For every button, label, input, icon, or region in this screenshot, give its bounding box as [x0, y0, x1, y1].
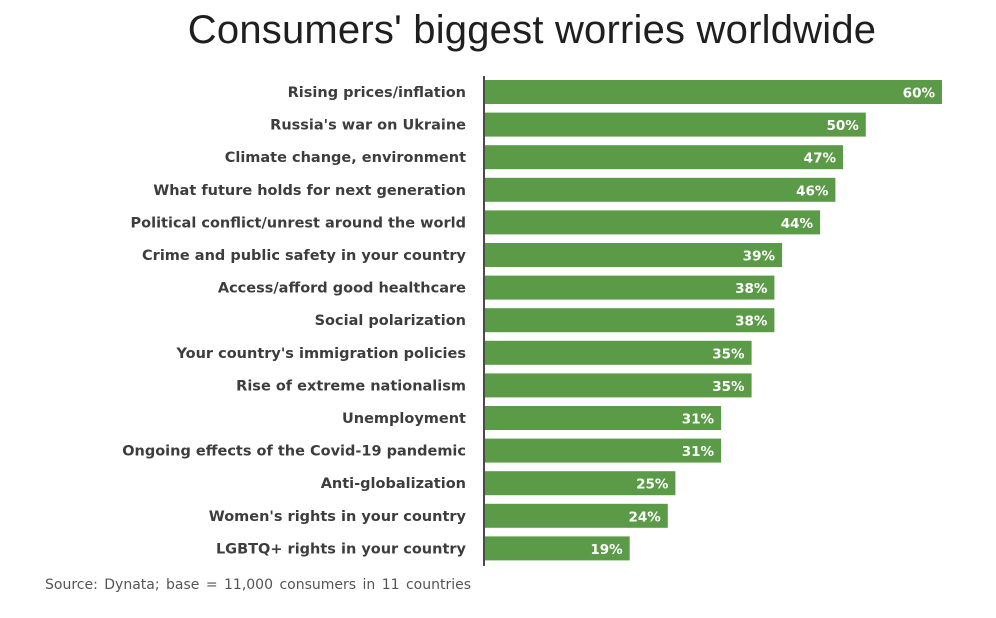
bar-value-label: 24%	[628, 509, 661, 525]
bar-value-label: 35%	[712, 379, 745, 395]
bar	[485, 80, 942, 104]
bar-value-label: 50%	[826, 118, 859, 134]
bar	[485, 503, 668, 528]
bar	[485, 177, 836, 202]
category-label: Climate change, environment	[225, 150, 466, 166]
category-label: Political conflict/unrest around the wor…	[131, 215, 466, 231]
bar-value-label: 25%	[636, 477, 669, 493]
bar	[485, 210, 821, 235]
bar	[485, 340, 752, 365]
bar-value-label: 60%	[903, 86, 936, 102]
bar	[485, 373, 752, 398]
bar-value-label: 31%	[682, 444, 715, 460]
bar-value-label: 31%	[682, 412, 715, 428]
category-label: Rising prices/inflation	[288, 85, 466, 101]
source-note: Source: Dynata; base = 11,000 consumers …	[45, 577, 472, 593]
category-label: What future holds for next generation	[153, 183, 466, 199]
bar	[485, 536, 630, 561]
category-label: Anti-globalization	[321, 476, 466, 492]
category-label: Your country's immigration policies	[175, 346, 466, 362]
bar-value-label: 39%	[743, 249, 776, 265]
bar	[485, 145, 843, 170]
bar	[485, 438, 722, 463]
category-label: Russia's war on Ukraine	[270, 118, 466, 134]
category-label: LGBTQ+ rights in your country	[216, 541, 467, 557]
bar-value-label: 38%	[735, 281, 768, 297]
category-label: Rise of extreme nationalism	[236, 378, 466, 394]
category-label: Women's rights in your country	[209, 509, 467, 525]
category-label: Social polarization	[315, 313, 466, 329]
bar	[485, 112, 866, 137]
bar-value-label: 19%	[590, 542, 623, 558]
bar-value-label: 46%	[796, 183, 829, 199]
category-label: Access/afford good healthcare	[218, 281, 466, 297]
bar	[485, 471, 676, 496]
bar-value-label: 44%	[781, 216, 814, 232]
bar	[485, 308, 775, 333]
bar-value-label: 38%	[735, 314, 768, 330]
bar	[485, 275, 775, 300]
bar-value-label: 35%	[712, 346, 745, 362]
category-label: Crime and public safety in your country	[142, 248, 467, 264]
bar	[485, 406, 722, 430]
bar-value-label: 47%	[804, 151, 837, 167]
category-label: Unemployment	[342, 411, 466, 427]
chart-title: Consumers' biggest worries worldwide	[187, 8, 877, 52]
category-label: Ongoing effects of the Covid-19 pandemic	[122, 444, 466, 460]
bars-layer: Rising prices/inflation 60% Russia's war o…	[122, 80, 942, 561]
bar	[485, 243, 783, 267]
